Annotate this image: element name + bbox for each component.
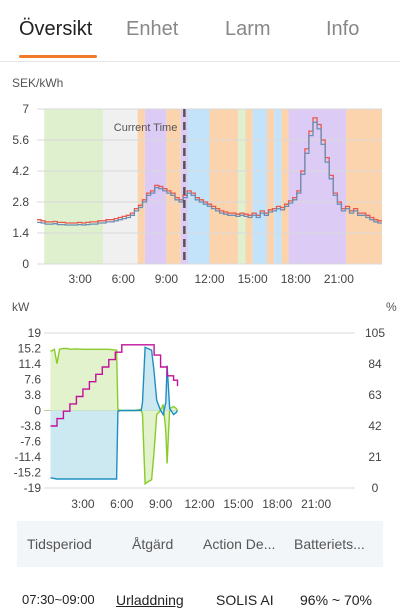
price-x-tick: 3:00 (68, 272, 92, 286)
price-chart[interactable]: 0 1.4 2.8 4.2 5.6 7 3:00 6:00 9:00 12:00 15:00 18:0… (0, 100, 400, 290)
price-band (209, 109, 239, 264)
power-y-tick: -19 (24, 481, 42, 495)
power-y-tick: 19 (28, 326, 42, 340)
soc-y-tick: 0 (372, 481, 379, 495)
power-chart[interactable]: 1915.211.47.63.80-3.8-7.6-11.4-15.2-1910… (0, 322, 400, 512)
price-band (238, 109, 246, 264)
price-y-tick: 4.2 (12, 164, 29, 178)
cell-battery-range: 96% ~ 70% (300, 592, 372, 608)
price-unit-label: SEK/kWh (12, 76, 64, 90)
tab-enhet[interactable]: Enhet (126, 18, 179, 40)
battery-power-area (50, 347, 178, 479)
power-y-tick: -3.8 (20, 419, 41, 433)
price-band (288, 109, 347, 264)
power-y-tick: 3.8 (24, 388, 41, 402)
price-band (44, 109, 104, 264)
price-band (166, 109, 181, 264)
power-unit-label: kW (12, 300, 30, 314)
price-x-tick: 18:00 (281, 272, 311, 286)
power-x-tick: 15:00 (223, 497, 253, 511)
price-series-blue (37, 121, 382, 226)
tab-divider (0, 61, 400, 62)
price-band (252, 109, 267, 264)
power-x-tick: 6:00 (110, 497, 134, 511)
power-x-tick: 18:00 (262, 497, 292, 511)
header-atgard[interactable]: Åtgärd (132, 536, 174, 552)
power-y-tick: 11.4 (19, 357, 42, 371)
price-band (245, 109, 253, 264)
table-row[interactable]: 07:30~09:00 Urladdning SOLIS AI 96% ~ 70… (0, 588, 400, 614)
price-y-tick: 5.6 (12, 133, 29, 147)
price-band (103, 109, 138, 264)
price-y-tick: 7 (22, 102, 29, 116)
current-time-label: Current Time (114, 122, 178, 134)
price-x-tick: 15:00 (238, 272, 268, 286)
active-tab-indicator (19, 55, 97, 58)
tab-info[interactable]: Info (326, 18, 360, 40)
price-band (187, 109, 210, 264)
power-x-tick: 3:00 (71, 497, 95, 511)
price-band (274, 109, 282, 264)
power-x-tick: 9:00 (149, 497, 173, 511)
price-y-tick: 0 (22, 257, 29, 271)
price-band (267, 109, 275, 264)
power-y-tick: -7.6 (20, 435, 41, 449)
grid-power-area (50, 348, 178, 484)
price-band (180, 109, 188, 264)
price-y-tick: 1.4 (12, 226, 29, 240)
soc-y-tick: 84 (368, 357, 382, 371)
cell-action[interactable]: Urladdning (116, 592, 184, 608)
power-y-tick: 15.2 (18, 342, 42, 356)
price-band (346, 109, 382, 264)
soc-y-tick: 63 (368, 388, 382, 402)
header-batteriets[interactable]: Batteriets... (294, 536, 365, 552)
soc-y-tick: 105 (365, 326, 385, 340)
soc-y-tick: 42 (368, 419, 382, 433)
power-y-tick: 0 (34, 404, 41, 418)
header-tidsperiod[interactable]: Tidsperiod (27, 536, 92, 552)
tab-oversikt[interactable]: Översikt (19, 18, 93, 40)
price-x-tick: 9:00 (155, 272, 179, 286)
soc-unit-label: % (386, 300, 397, 314)
price-x-tick: 12:00 (194, 272, 224, 286)
power-y-tick: -15.2 (14, 466, 42, 480)
power-x-tick: 12:00 (184, 497, 214, 511)
power-x-tick: 21:00 (301, 497, 331, 511)
header-action-de[interactable]: Action De... (203, 536, 276, 552)
price-band (137, 109, 145, 264)
cell-time-period: 07:30~09:00 (22, 592, 95, 607)
price-band (144, 109, 167, 264)
price-y-tick: 2.8 (12, 195, 29, 209)
soc-line (50, 344, 179, 427)
price-band (281, 109, 289, 264)
power-y-tick: -11.4 (15, 450, 42, 464)
schedule-table-header: Tidsperiod Åtgärd Action De... Batteriet… (17, 521, 383, 567)
soc-y-tick: 21 (368, 450, 382, 464)
price-x-tick: 21:00 (324, 272, 354, 286)
tab-larm[interactable]: Larm (225, 18, 271, 40)
tab-bar: Översikt Enhet Larm Info (0, 0, 400, 62)
price-x-tick: 6:00 (112, 272, 136, 286)
power-y-tick: 7.6 (24, 373, 41, 387)
cell-action-detail: SOLIS AI (216, 592, 274, 608)
